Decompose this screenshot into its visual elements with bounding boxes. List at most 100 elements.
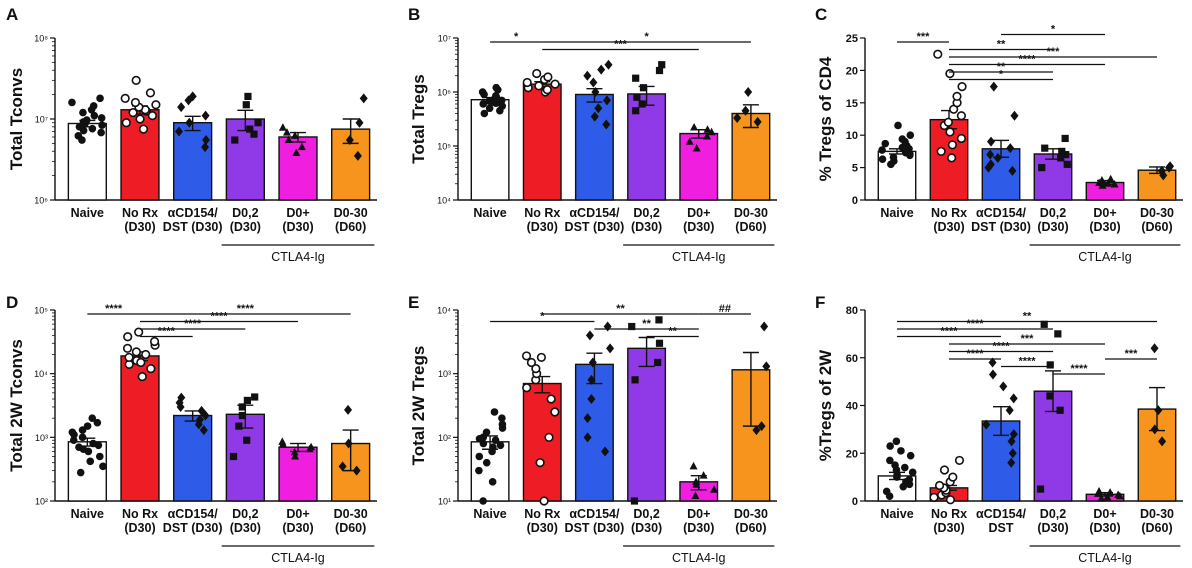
x-tick-label: (D30) xyxy=(1037,220,1068,234)
x-tick-label: (D30) xyxy=(1089,521,1120,535)
significance-label: *** xyxy=(1125,348,1139,360)
x-tick-label: (D30) xyxy=(124,521,155,535)
data-point xyxy=(522,77,532,88)
data-point xyxy=(583,413,592,424)
data-point xyxy=(945,69,955,79)
x-tick-label: (D60) xyxy=(735,220,766,234)
data-point xyxy=(933,49,943,59)
data-point xyxy=(606,343,615,354)
data-point xyxy=(96,94,104,103)
y-tick-label: 10⁶ xyxy=(437,88,451,98)
significance-label: ** xyxy=(616,303,625,315)
x-tick-label: (D30) xyxy=(631,220,662,234)
data-point xyxy=(174,126,183,137)
data-point xyxy=(130,97,141,108)
data-point xyxy=(936,146,946,156)
y-tick-label: 10⁵ xyxy=(34,306,48,316)
data-point xyxy=(939,465,950,475)
bar-3 xyxy=(173,122,213,201)
bar-1 xyxy=(470,99,510,201)
data-point xyxy=(121,118,131,128)
data-point xyxy=(1007,457,1016,468)
data-point xyxy=(149,336,160,347)
x-tick-label: D0+ xyxy=(687,507,710,521)
data-point xyxy=(655,316,663,324)
significance-label: **** xyxy=(966,318,984,330)
data-point xyxy=(492,92,500,100)
y-tick-label: 10⁸ xyxy=(34,34,48,44)
data-point xyxy=(543,72,553,82)
x-tick-label: (D30) xyxy=(631,521,662,535)
data-point xyxy=(741,105,750,116)
group-bracket-label: CTLA4-Ig xyxy=(271,551,325,565)
group-bracket-label: CTLA4-Ig xyxy=(1078,250,1132,264)
x-tick-label: Naive xyxy=(473,507,506,521)
data-point xyxy=(550,407,560,417)
data-point xyxy=(602,95,611,106)
significance-label: * xyxy=(644,31,649,43)
data-point xyxy=(137,371,147,382)
data-point xyxy=(177,392,186,403)
data-point xyxy=(1008,448,1017,459)
x-tick-label: αCD154/ xyxy=(168,206,219,220)
x-tick-label: D0+ xyxy=(687,206,710,220)
data-point xyxy=(589,77,598,88)
significance-label: *** xyxy=(1047,46,1061,58)
data-point xyxy=(231,136,239,144)
data-point xyxy=(703,125,712,133)
data-point xyxy=(352,465,361,476)
y-tick-label: 10⁵ xyxy=(437,142,451,152)
data-point xyxy=(344,438,353,449)
data-point xyxy=(710,485,719,493)
data-point xyxy=(492,99,500,108)
x-tick-label: D0,2 xyxy=(633,507,659,521)
data-point xyxy=(886,456,894,465)
x-tick-label: No Rx xyxy=(122,507,158,521)
x-tick-label: D0-30 xyxy=(1140,507,1174,521)
data-point xyxy=(744,87,753,97)
data-point xyxy=(982,419,991,430)
x-tick-label: (D60) xyxy=(335,521,366,535)
y-tick-label: 80 xyxy=(846,305,858,317)
y-axis-label: Total Tregs xyxy=(409,74,428,163)
data-point xyxy=(1103,179,1112,187)
group-bracket-label: CTLA4-Ig xyxy=(672,250,726,264)
y-tick-label: 20 xyxy=(846,448,858,460)
significance-label: * xyxy=(514,31,519,43)
data-point xyxy=(929,492,939,503)
x-tick-label: D0,2 xyxy=(633,206,659,220)
data-point xyxy=(1056,406,1064,414)
data-point xyxy=(654,358,662,367)
y-tick-label: 10¹ xyxy=(438,497,451,507)
data-point xyxy=(689,461,698,470)
data-point xyxy=(690,123,699,131)
data-point xyxy=(76,468,85,477)
data-point xyxy=(498,102,507,110)
data-point xyxy=(79,445,88,454)
data-point xyxy=(702,131,711,140)
data-point xyxy=(521,351,532,361)
data-point xyxy=(894,121,902,130)
data-point xyxy=(282,128,291,136)
data-point xyxy=(146,364,156,374)
data-point xyxy=(692,477,701,485)
x-tick-label: (D30) xyxy=(282,220,313,234)
data-point xyxy=(131,75,141,85)
significance-label: **** xyxy=(184,318,202,330)
data-point xyxy=(881,139,890,148)
x-tick-label: Naive xyxy=(71,507,104,521)
x-tick-label: (D30) xyxy=(1037,521,1068,535)
data-point xyxy=(1097,494,1106,502)
data-point xyxy=(138,124,149,134)
group-bracket-label: CTLA4-Ig xyxy=(271,250,325,264)
data-point xyxy=(1106,488,1115,496)
data-point xyxy=(898,135,907,143)
significance-label: * xyxy=(540,311,545,323)
data-point xyxy=(947,153,957,163)
data-point xyxy=(587,374,596,385)
data-point xyxy=(550,79,560,89)
data-point xyxy=(498,420,507,429)
bar-3 xyxy=(574,363,614,502)
